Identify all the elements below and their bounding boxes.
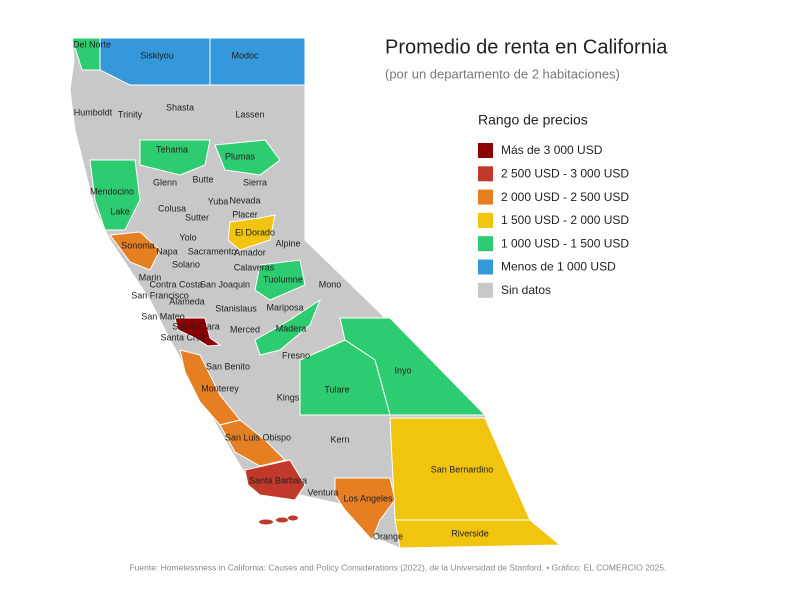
county-label: Tehama bbox=[156, 144, 188, 154]
county-label: Siskiyou bbox=[140, 50, 174, 60]
county-label: Lake bbox=[110, 206, 130, 216]
county-label: Ventura bbox=[307, 487, 338, 497]
county-area bbox=[299, 339, 391, 416]
legend-swatch bbox=[478, 143, 493, 158]
county-area bbox=[109, 231, 161, 271]
county-label: Tulare bbox=[324, 384, 349, 394]
county-area bbox=[89, 159, 141, 231]
legend-label: Sin datos bbox=[501, 283, 551, 297]
county-label: Marin bbox=[139, 272, 162, 282]
county-label: Humboldt bbox=[74, 107, 113, 117]
legend-swatch bbox=[478, 236, 493, 252]
legend-swatch bbox=[478, 189, 493, 205]
county-area bbox=[139, 139, 211, 176]
legend: Más de 3 000 USD 2 500 USD - 3 000 USD 2 0… bbox=[478, 143, 629, 298]
county-label: Mariposa bbox=[266, 302, 303, 312]
county-area bbox=[244, 459, 306, 501]
county-area bbox=[254, 259, 306, 301]
county-label: Solano bbox=[172, 259, 200, 269]
county-label: Butte bbox=[192, 174, 213, 184]
county-label: Sonoma bbox=[121, 240, 155, 250]
county-label: Fresno bbox=[282, 350, 310, 360]
county-label: Glenn bbox=[153, 177, 177, 187]
legend-swatch bbox=[478, 259, 493, 275]
county-label: Shasta bbox=[166, 102, 194, 112]
county-label: Colusa bbox=[158, 203, 186, 213]
county-label: Amador bbox=[234, 247, 266, 257]
county-label: Monterey bbox=[201, 383, 239, 393]
county-label: Riverside bbox=[451, 528, 489, 538]
island bbox=[259, 519, 273, 525]
county-label: Lassen bbox=[235, 109, 264, 119]
county-label: Kings bbox=[277, 392, 300, 402]
county-label: Trinity bbox=[118, 109, 143, 119]
county-label: El Dorado bbox=[235, 227, 275, 237]
county-label: Contra Costa bbox=[149, 279, 202, 289]
legend-title: Rango de precios bbox=[478, 112, 588, 128]
county-label: Placer bbox=[232, 209, 258, 219]
county-label: Madera bbox=[276, 323, 307, 333]
county-label: Inyo bbox=[394, 365, 411, 375]
county-label: Nevada bbox=[229, 195, 260, 205]
county-area bbox=[254, 298, 322, 356]
legend-label: Menos de 1 000 USD bbox=[501, 260, 616, 274]
county-area bbox=[209, 37, 306, 86]
legend-label: Más de 3 000 USD bbox=[501, 143, 603, 157]
county-label: Merced bbox=[230, 324, 260, 334]
county-area bbox=[219, 419, 286, 467]
county-label: Alpine bbox=[275, 238, 300, 248]
county-label: San Francisco bbox=[131, 290, 189, 300]
county-area bbox=[334, 477, 396, 541]
title: Promedio de renta en California bbox=[385, 36, 668, 58]
county-label: Santa Cruz bbox=[160, 332, 206, 342]
county-label: Napa bbox=[156, 246, 178, 256]
county-label: Sierra bbox=[243, 177, 267, 187]
source: Fuente: Homelessness in California: Caus… bbox=[129, 562, 666, 572]
legend-label: 2 500 USD - 3 000 USD bbox=[501, 166, 629, 180]
legend-swatch bbox=[478, 166, 493, 182]
county-label: Yolo bbox=[179, 232, 196, 242]
county-label: Los Angeles bbox=[343, 493, 393, 503]
county-label: Alameda bbox=[169, 296, 205, 306]
county-label: Calaveras bbox=[234, 262, 275, 272]
legend-swatch bbox=[478, 282, 493, 298]
subtitle: (por un departamento de 2 habitaciones) bbox=[385, 66, 620, 81]
legend-label: 2 000 USD - 2 500 USD bbox=[501, 190, 629, 204]
county-label: San Benito bbox=[206, 361, 250, 371]
county-label: San Luis Obispo bbox=[225, 432, 291, 442]
county-area bbox=[214, 139, 281, 176]
county-label: Santa Barbara bbox=[249, 475, 307, 485]
county-label: Tuolumne bbox=[263, 274, 303, 284]
island bbox=[276, 517, 288, 523]
county-label: Plumas bbox=[225, 151, 256, 161]
county-label: Santa Clara bbox=[172, 321, 220, 331]
county-label: Sutter bbox=[185, 212, 209, 222]
county-label: Mendocino bbox=[90, 186, 134, 196]
county-label: Stanislaus bbox=[215, 303, 257, 313]
county-label: Kern bbox=[330, 434, 349, 444]
county-label: Orange bbox=[373, 531, 403, 541]
county-area bbox=[227, 214, 276, 251]
county-label: San Joaquin bbox=[200, 279, 250, 289]
legend-label: 1 500 USD - 2 000 USD bbox=[501, 213, 629, 227]
california-map: Del Norte Siskiyou Modoc Shasta Humboldt Trin… bbox=[69, 37, 562, 549]
legend-label: 1 000 USD - 1 500 USD bbox=[501, 236, 629, 250]
county-label: Mono bbox=[319, 279, 342, 289]
county-label: Yuba bbox=[208, 196, 229, 206]
county-area bbox=[174, 317, 222, 347]
island bbox=[288, 515, 298, 521]
county-area bbox=[394, 519, 562, 549]
county-label: San Bernardino bbox=[431, 464, 494, 474]
county-label: Modoc bbox=[231, 50, 259, 60]
legend-swatch bbox=[478, 212, 493, 228]
county-label: San Mateo bbox=[141, 311, 185, 321]
county-label: Sacramento bbox=[188, 246, 237, 256]
county-label: Del Norte bbox=[73, 39, 111, 49]
county-area bbox=[99, 37, 211, 86]
